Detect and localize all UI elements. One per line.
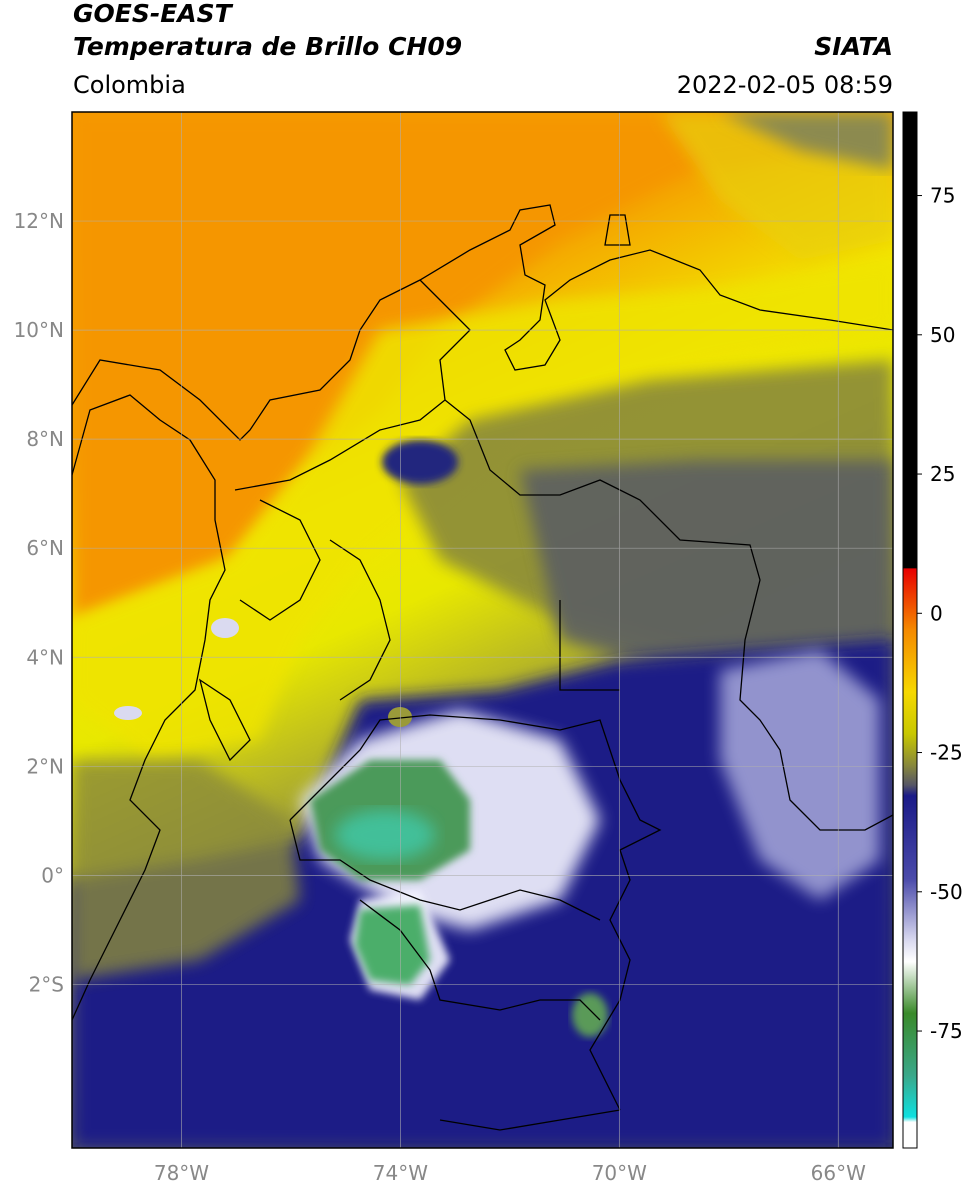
colorbar-tick-label: 0: [930, 601, 943, 625]
longitude-tick-labels: 78°W 74°W 70°W 66°W: [154, 1161, 866, 1185]
colorbar-tick-label: -75: [930, 1019, 963, 1043]
map-frame: [71, 111, 894, 1149]
lat-tick-label: 0°: [41, 863, 64, 887]
region-label: Colombia: [73, 71, 186, 99]
agency-label: SIATA: [814, 32, 893, 61]
colorbar-tick-label: 75: [930, 184, 955, 208]
product-title: Temperatura de Brillo CH09: [73, 32, 463, 61]
latitude-tick-labels: 12°N 10°N 8°N 6°N 4°N 2°N 0° 2°S: [14, 209, 64, 996]
colorbar-tick-label: 25: [930, 462, 955, 486]
timestamp-label: 2022-02-05 08:59: [676, 71, 893, 99]
colorbar-ticks: 75 50 25 0 -25 -50 -75: [917, 184, 963, 1043]
lon-tick-label: 66°W: [811, 1161, 866, 1185]
coastlines-borders: [72, 204, 893, 1131]
lat-tick-label: 8°N: [26, 427, 64, 451]
graticule: [72, 112, 893, 1148]
satellite-imagery: [72, 112, 893, 1148]
lon-tick-label: 74°W: [373, 1161, 428, 1185]
lat-tick-label: 12°N: [14, 209, 64, 233]
lon-tick-label: 78°W: [154, 1161, 209, 1185]
lat-tick-label: 10°N: [14, 318, 64, 342]
lon-tick-label: 70°W: [592, 1161, 647, 1185]
colorbar: [903, 112, 917, 1148]
satellite-title: GOES-EAST: [73, 0, 232, 28]
colorbar-tick-label: -25: [930, 741, 963, 765]
colorbar-tick-label: -50: [930, 880, 963, 904]
lat-tick-label: 2°S: [29, 972, 64, 996]
colorbar-tick-label: 50: [930, 323, 955, 347]
lat-tick-label: 6°N: [26, 536, 64, 560]
lat-tick-label: 2°N: [26, 754, 64, 778]
colorbar-frame: [902, 111, 918, 1149]
lat-tick-label: 4°N: [26, 645, 64, 669]
